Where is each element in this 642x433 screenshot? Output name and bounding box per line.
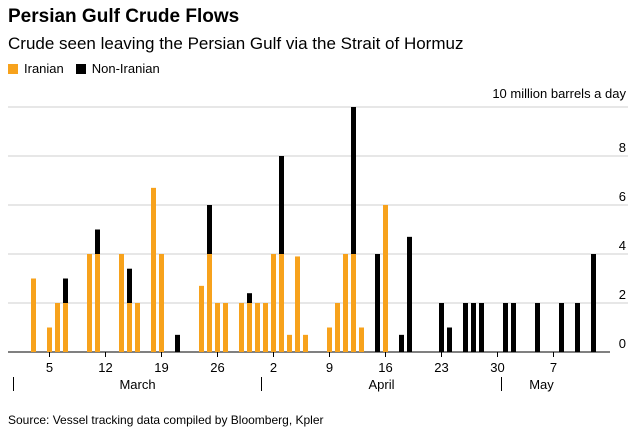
bar-non-iranian: [279, 156, 284, 254]
x-tick-label: 7: [550, 360, 557, 375]
bar-non-iranian: [535, 303, 540, 352]
bar-iranian: [383, 205, 388, 352]
bar-non-iranian: [511, 303, 516, 352]
bar-non-iranian: [463, 303, 468, 352]
legend-item-iranian: Iranian: [8, 61, 64, 76]
x-tick-label: 30: [490, 360, 504, 375]
bar-iranian: [271, 254, 276, 352]
x-tick-label: 16: [378, 360, 392, 375]
bar-non-iranian: [351, 107, 356, 254]
bar-iranian: [343, 254, 348, 352]
bar-iranian: [239, 303, 244, 352]
bar-iranian: [55, 303, 60, 352]
x-tick-label: 19: [154, 360, 168, 375]
bar-iranian: [247, 303, 252, 352]
bar-non-iranian: [127, 268, 132, 303]
y-tick-label: 4: [619, 238, 626, 253]
legend-swatch-iranian: [8, 63, 18, 74]
bar-iranian: [199, 285, 204, 352]
source-note: Source: Vessel tracking data compiled by…: [8, 413, 324, 427]
bar-non-iranian: [575, 303, 580, 352]
bar-iranian: [215, 303, 220, 352]
bar-non-iranian: [471, 303, 476, 352]
y-axis-label: 10 million barrels a day: [492, 86, 626, 101]
month-label: April: [368, 377, 394, 392]
x-tick-label: 2: [270, 360, 277, 375]
bar-non-iranian: [503, 303, 508, 352]
bar-iranian: [151, 187, 156, 352]
x-tick-label: 9: [326, 360, 333, 375]
bar-non-iranian: [479, 303, 484, 352]
chart-subtitle: Crude seen leaving the Persian Gulf via …: [8, 34, 464, 53]
bar-non-iranian: [175, 334, 180, 352]
bar-non-iranian: [447, 327, 452, 352]
bar-non-iranian: [95, 229, 100, 254]
legend: Iranian Non-Iranian: [8, 61, 172, 76]
x-tick-label: 5: [46, 360, 53, 375]
bar-iranian: [359, 327, 364, 352]
bar-iranian: [135, 303, 140, 352]
bar-iranian: [159, 254, 164, 352]
y-tick-label: 2: [619, 287, 626, 302]
bar-iranian: [87, 254, 92, 352]
bar-iranian: [287, 334, 292, 352]
bar-non-iranian: [399, 334, 404, 352]
bar-iranian: [255, 303, 260, 352]
y-tick-label: 0: [619, 336, 626, 351]
x-tick-label: 12: [98, 360, 112, 375]
bar-iranian: [351, 254, 356, 352]
bar-non-iranian: [375, 254, 380, 352]
bar-non-iranian: [407, 236, 412, 352]
legend-label-non-iranian: Non-Iranian: [91, 61, 160, 76]
bar-iranian: [223, 303, 228, 352]
bar-non-iranian: [247, 293, 252, 303]
bar-iranian: [303, 334, 308, 352]
bar-iranian: [127, 303, 132, 352]
bar-iranian: [327, 327, 332, 352]
legend-swatch-non-iranian: [75, 63, 86, 74]
bar-non-iranian: [559, 303, 564, 352]
bar-non-iranian: [439, 303, 444, 352]
bar-iranian: [47, 327, 52, 352]
bar-iranian: [119, 254, 124, 352]
bar-non-iranian: [63, 278, 68, 303]
bar-non-iranian: [207, 205, 212, 254]
x-tick-label: 23: [434, 360, 448, 375]
bar-iranian: [335, 303, 340, 352]
legend-item-non-iranian: Non-Iranian: [75, 61, 160, 76]
bar-non-iranian: [591, 254, 596, 352]
month-label: March: [119, 377, 155, 392]
y-tick-label: 6: [619, 189, 626, 204]
x-tick-label: 26: [210, 360, 224, 375]
bar-iranian: [263, 303, 268, 352]
chart-area: 0 2 4 6 8 10 million barrels a day 5 12 19 26 2 9 16…: [8, 86, 628, 392]
bar-iranian: [95, 254, 100, 352]
y-tick-label: 8: [619, 140, 626, 155]
month-label: May: [529, 377, 554, 392]
legend-label-iranian: Iranian: [24, 61, 64, 76]
chart-title: Persian Gulf Crude Flows: [8, 6, 240, 27]
bar-iranian: [31, 278, 36, 352]
bar-iranian: [295, 256, 300, 352]
bar-iranian: [207, 254, 212, 352]
bar-iranian: [63, 303, 68, 352]
bar-iranian: [279, 254, 284, 352]
